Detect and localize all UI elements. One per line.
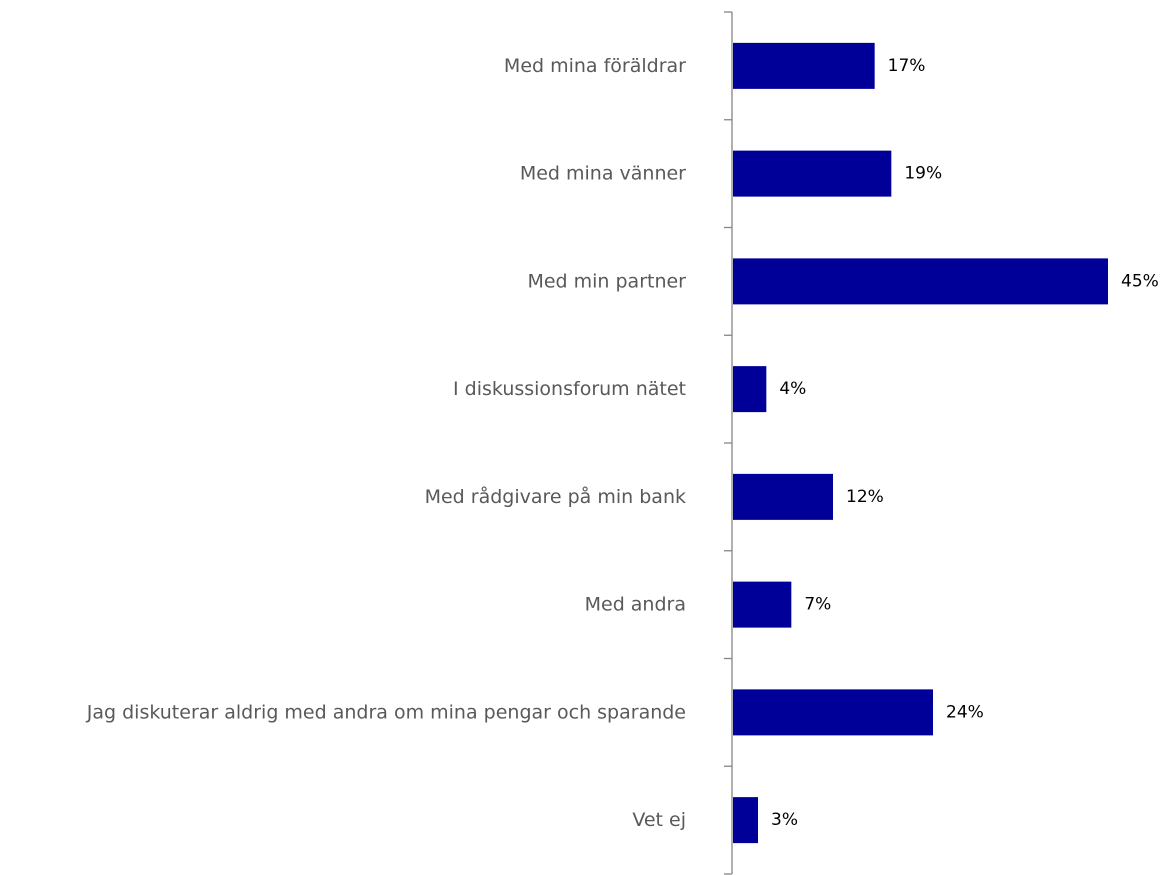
value-labels: 17% 19% 45% 4% 12% 7% 24% 3% — [771, 56, 1159, 830]
value-label: 24% — [946, 702, 984, 722]
value-label: 3% — [771, 810, 798, 830]
value-label: 12% — [846, 487, 884, 507]
bar — [733, 797, 758, 844]
category-label: Med rådgivare på min bank — [425, 485, 686, 508]
value-label: 45% — [1121, 271, 1159, 291]
y-axis — [724, 11, 733, 875]
category-label: Jag diskuterar aldrig med andra om mina … — [86, 701, 686, 723]
category-label: Med min partner — [527, 270, 686, 292]
category-label: Med mina föräldrar — [504, 55, 686, 77]
value-label: 4% — [779, 379, 806, 399]
value-label: 7% — [804, 595, 831, 615]
category-label: I diskussionsforum nätet — [453, 378, 686, 400]
bar — [733, 473, 833, 520]
category-label: Med andra — [585, 594, 686, 616]
bar — [733, 150, 892, 197]
bar — [733, 42, 875, 89]
category-labels: Med mina föräldrar Med mina vänner Med min… — [86, 55, 686, 831]
value-label: 17% — [888, 56, 926, 76]
bar — [733, 581, 792, 628]
value-label: 19% — [904, 164, 942, 184]
bar — [733, 366, 767, 413]
bar — [733, 689, 933, 736]
category-label: Vet ej — [632, 809, 686, 831]
bar — [733, 258, 1108, 305]
category-label: Med mina vänner — [520, 163, 686, 185]
bars-group — [733, 42, 1108, 844]
